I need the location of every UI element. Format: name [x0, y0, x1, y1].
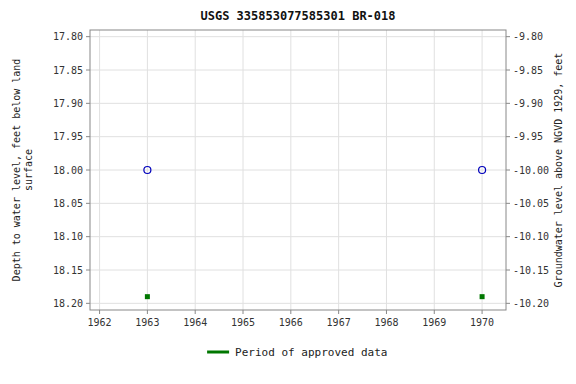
y-tick-label: 18.05 [53, 198, 83, 209]
y2-tick-label: -10.05 [513, 198, 549, 209]
y-tick-label: 17.90 [53, 98, 83, 109]
y-tick [86, 203, 90, 204]
x-tick-label: 1964 [183, 317, 207, 328]
y2-tick [506, 303, 510, 304]
x-tick-label: 1963 [135, 317, 159, 328]
y-axis-label-line: surface [23, 149, 34, 191]
y2-tick-label: -9.90 [513, 98, 543, 109]
y-tick-label: 17.80 [53, 31, 83, 42]
x-tick-label: 1966 [279, 317, 303, 328]
y2-tick [506, 270, 510, 271]
y-tick [86, 36, 90, 37]
y-tick-label: 17.85 [53, 65, 83, 76]
y-tick-label: 18.00 [53, 165, 83, 176]
x-tick [195, 310, 196, 314]
y-tick-label: 18.15 [53, 265, 83, 276]
y-tick [86, 170, 90, 171]
y-tick [86, 303, 90, 304]
y-grid-line [90, 170, 506, 171]
y2-tick-label: -10.20 [513, 298, 549, 309]
y-grid-line [90, 236, 506, 237]
x-tick [147, 310, 148, 314]
y-tick [86, 103, 90, 104]
x-tick-label: 1970 [470, 317, 494, 328]
x-tick-label: 1962 [88, 317, 112, 328]
points [144, 167, 486, 300]
circle-point [479, 167, 486, 174]
y2-tick [506, 203, 510, 204]
y-grid-line [90, 203, 506, 204]
x-tick [482, 310, 483, 314]
plot-frame [90, 30, 506, 310]
y2-tick-label: -9.95 [513, 131, 543, 142]
y-tick [86, 270, 90, 271]
y-tick-label: 18.10 [53, 231, 83, 242]
x-tick [386, 310, 387, 314]
y2-tick [506, 236, 510, 237]
y-tick-label: 18.20 [53, 298, 83, 309]
x-tick [99, 310, 100, 314]
chart: 1962 1963 1964 1965 1966 1967 1968 1969 1970 17.8… [0, 0, 576, 384]
y-grid-line [90, 103, 506, 104]
y2-tick-label: -10.00 [513, 165, 549, 176]
y-tick [86, 70, 90, 71]
y-grid-line [90, 70, 506, 71]
y2-tick [506, 103, 510, 104]
legend-label: Period of approved data [235, 346, 387, 359]
x-tick [290, 310, 291, 314]
x-tick [243, 310, 244, 314]
x-tick-label: 1969 [422, 317, 446, 328]
square-point [480, 294, 485, 299]
x-tick [434, 310, 435, 314]
y-tick [86, 136, 90, 137]
y2-tick [506, 136, 510, 137]
circle-point [144, 167, 151, 174]
y-grid-line [90, 136, 506, 137]
y-grid-line [90, 270, 506, 271]
y2-tick-label: -10.15 [513, 265, 549, 276]
y-tick [86, 236, 90, 237]
y-grid-line [90, 303, 506, 304]
y2-tick [506, 170, 510, 171]
x-tick-label: 1965 [231, 317, 255, 328]
y2-tick [506, 36, 510, 37]
legend: Period of approved data [207, 346, 387, 359]
y-tick-label: 17.95 [53, 131, 83, 142]
x-tick [338, 310, 339, 314]
y2-tick-label: -10.10 [513, 231, 549, 242]
y-axis-label: Depth to water level, feet below landsur… [11, 59, 34, 282]
y2-tick [506, 70, 510, 71]
legend-swatch [207, 351, 229, 354]
x-tick-label: 1968 [374, 317, 398, 328]
y2-axis-label: Groundwater level above NGVD 1929, feet [553, 53, 564, 288]
x-tick-label: 1967 [327, 317, 351, 328]
y2-tick-label: -9.85 [513, 65, 543, 76]
y-grid-line [90, 36, 506, 37]
y2-tick-label: -9.80 [513, 31, 543, 42]
square-point [145, 294, 150, 299]
chart-title: USGS 335853077585301 BR-018 [200, 9, 395, 23]
y-axis-label-line: Depth to water level, feet below land [11, 59, 22, 282]
